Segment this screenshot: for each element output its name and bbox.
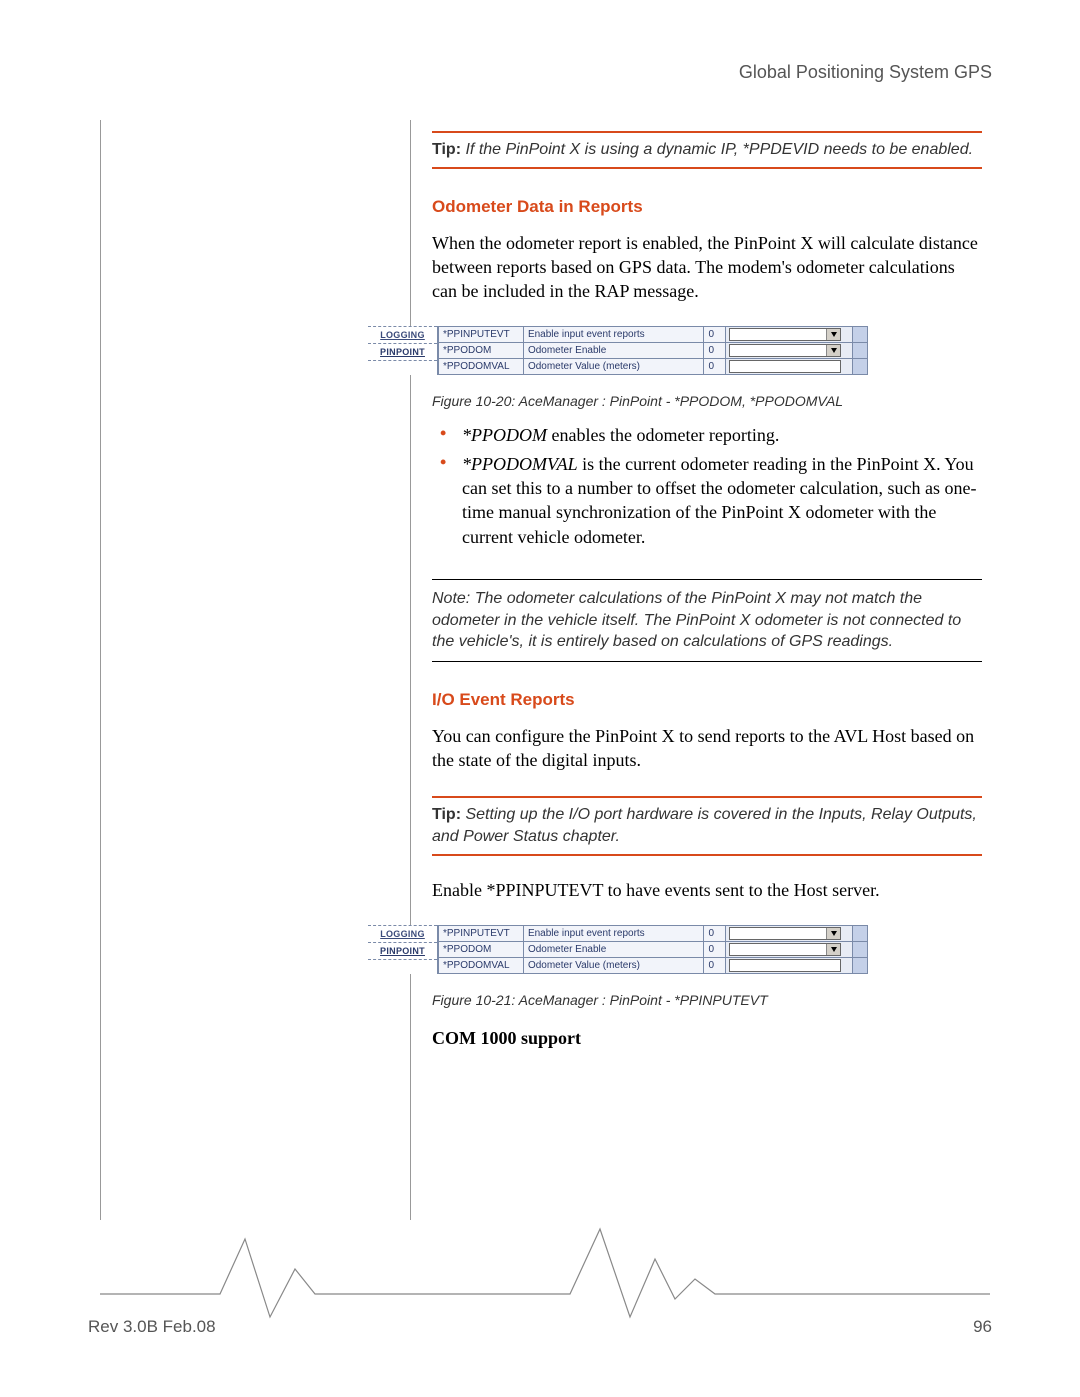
table-row: *PPODOM Odometer Enable 0 bbox=[439, 343, 868, 359]
param-cell: *PPINPUTEVT bbox=[439, 926, 524, 942]
desc-cell: Enable input event reports bbox=[523, 926, 704, 942]
input-cell bbox=[725, 343, 852, 359]
section-2-body: You can configure the PinPoint X to send… bbox=[432, 724, 982, 773]
param-cell: *PPODOMVAL bbox=[439, 958, 524, 974]
note-rule-bottom bbox=[432, 661, 982, 662]
footer-revision: Rev 3.0B Feb.08 bbox=[88, 1317, 216, 1337]
figure-2-caption: Figure 10-21: AceManager : PinPoint - *P… bbox=[432, 992, 982, 1008]
bullet-text-1: *PPODOM enables the odometer reporting. bbox=[462, 423, 982, 447]
input-cell bbox=[725, 926, 852, 942]
figure-1-sidebar: LOGGING PINPOINT bbox=[368, 326, 438, 375]
bullet-text-2: *PPODOMVAL is the current odometer readi… bbox=[462, 452, 982, 549]
page-header-title: Global Positioning System GPS bbox=[739, 62, 992, 83]
main-content: Tip: If the PinPoint X is using a dynami… bbox=[432, 125, 982, 1049]
tip-2: Tip: Setting up the I/O port hardware is… bbox=[432, 804, 982, 847]
dropdown-input[interactable] bbox=[729, 943, 841, 956]
tip-rule-top bbox=[432, 131, 982, 133]
bullet-1-rest: enables the odometer reporting. bbox=[547, 425, 779, 445]
sidebar-item-logging[interactable]: LOGGING bbox=[368, 327, 437, 343]
section-heading-odometer: Odometer Data in Reports bbox=[432, 197, 982, 217]
value-cell: 0 bbox=[704, 926, 725, 942]
table-row: *PPODOMVAL Odometer Value (meters) 0 bbox=[439, 359, 868, 375]
row-end bbox=[853, 942, 868, 958]
desc-cell: Odometer Enable bbox=[523, 942, 704, 958]
tip-2-label: Tip: bbox=[432, 806, 461, 823]
param-cell: *PPODOM bbox=[439, 343, 524, 359]
tip-2-text: Setting up the I/O port hardware is cove… bbox=[432, 806, 977, 845]
tip-1-label: Tip: bbox=[432, 141, 461, 158]
figure-2-sidebar: LOGGING PINPOINT bbox=[368, 925, 438, 974]
param-cell: *PPINPUTEVT bbox=[439, 327, 524, 343]
note-rule-top bbox=[432, 579, 982, 580]
inner-margin-rule bbox=[410, 120, 411, 1220]
figure-2-table: *PPINPUTEVT Enable input event reports 0… bbox=[438, 925, 868, 974]
bullet-2-italic: *PPODOMVAL bbox=[462, 454, 578, 474]
table-row: *PPINPUTEVT Enable input event reports 0 bbox=[439, 327, 868, 343]
tip-rule-bottom bbox=[432, 167, 982, 169]
tip-1-text: If the PinPoint X is using a dynamic IP,… bbox=[465, 141, 973, 158]
row-end bbox=[853, 359, 868, 375]
sidebar-item-pinpoint[interactable]: PINPOINT bbox=[368, 344, 437, 360]
section-1-body: When the odometer report is enabled, the… bbox=[432, 231, 982, 304]
row-end bbox=[853, 343, 868, 359]
decorative-wave-icon bbox=[100, 1199, 990, 1319]
dropdown-input[interactable] bbox=[729, 344, 841, 357]
input-cell bbox=[725, 942, 852, 958]
table-row: *PPINPUTEVT Enable input event reports 0 bbox=[439, 926, 868, 942]
document-page: Global Positioning System GPS Tip: If th… bbox=[0, 0, 1080, 1397]
row-end bbox=[853, 926, 868, 942]
table-row: *PPODOM Odometer Enable 0 bbox=[439, 942, 868, 958]
dropdown-input[interactable] bbox=[729, 927, 841, 940]
bullet-list: • *PPODOM enables the odometer reporting… bbox=[432, 423, 982, 548]
figure-2: LOGGING PINPOINT *PPINPUTEVT Enable inpu… bbox=[368, 925, 868, 974]
body-2: Enable *PPINPUTEVT to have events sent t… bbox=[432, 878, 982, 902]
footer-page-number: 96 bbox=[973, 1317, 992, 1337]
input-cell bbox=[725, 327, 852, 343]
figure-1: LOGGING PINPOINT *PPINPUTEVT Enable inpu… bbox=[368, 326, 868, 375]
sub-heading-com1000: COM 1000 support bbox=[432, 1028, 982, 1049]
value-cell: 0 bbox=[704, 327, 725, 343]
tip2-rule-top bbox=[432, 796, 982, 798]
sidebar-item-logging[interactable]: LOGGING bbox=[368, 926, 437, 942]
bullet-item: • *PPODOMVAL is the current odometer rea… bbox=[432, 452, 982, 549]
dropdown-input[interactable] bbox=[729, 328, 841, 341]
row-end bbox=[853, 958, 868, 974]
param-cell: *PPODOMVAL bbox=[439, 359, 524, 375]
tip2-rule-bottom bbox=[432, 854, 982, 856]
section-heading-io: I/O Event Reports bbox=[432, 690, 982, 710]
bullet-item: • *PPODOM enables the odometer reporting… bbox=[432, 423, 982, 447]
input-cell bbox=[725, 359, 852, 375]
sidebar-item-pinpoint[interactable]: PINPOINT bbox=[368, 943, 437, 959]
figure-1-caption: Figure 10-20: AceManager : PinPoint - *P… bbox=[432, 393, 982, 409]
value-cell: 0 bbox=[704, 359, 725, 375]
bullet-dot-icon: • bbox=[432, 423, 462, 447]
text-input[interactable] bbox=[729, 959, 841, 972]
value-cell: 0 bbox=[704, 343, 725, 359]
text-input[interactable] bbox=[729, 360, 841, 373]
value-cell: 0 bbox=[704, 958, 725, 974]
param-cell: *PPODOM bbox=[439, 942, 524, 958]
bullet-dot-icon: • bbox=[432, 452, 462, 549]
desc-cell: Odometer Value (meters) bbox=[523, 359, 704, 375]
value-cell: 0 bbox=[704, 942, 725, 958]
figure-1-table: *PPINPUTEVT Enable input event reports 0… bbox=[438, 326, 868, 375]
left-margin-rule bbox=[100, 120, 101, 1220]
row-end bbox=[853, 327, 868, 343]
bullet-1-italic: *PPODOM bbox=[462, 425, 547, 445]
desc-cell: Odometer Enable bbox=[523, 343, 704, 359]
tip-1: Tip: If the PinPoint X is using a dynami… bbox=[432, 139, 982, 161]
note-text: Note: The odometer calculations of the P… bbox=[432, 588, 982, 653]
desc-cell: Enable input event reports bbox=[523, 327, 704, 343]
desc-cell: Odometer Value (meters) bbox=[523, 958, 704, 974]
table-row: *PPODOMVAL Odometer Value (meters) 0 bbox=[439, 958, 868, 974]
input-cell bbox=[725, 958, 852, 974]
